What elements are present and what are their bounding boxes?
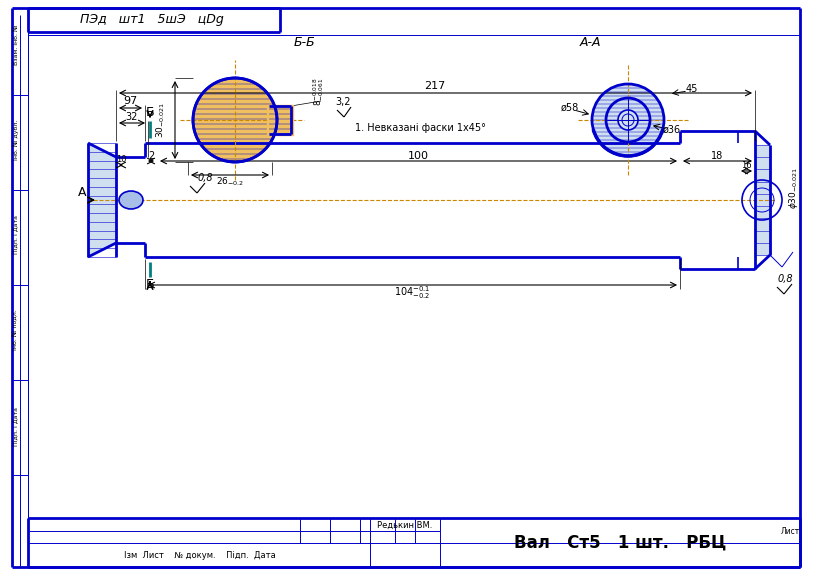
Text: 45: 45 xyxy=(685,84,698,94)
Text: ПЭд   шт1   5шЭ   цDg: ПЭд шт1 5шЭ цDg xyxy=(80,13,224,26)
Polygon shape xyxy=(193,78,277,162)
Text: 2: 2 xyxy=(148,151,154,161)
Polygon shape xyxy=(269,106,291,134)
Text: Інб. № дубл.: Інб. № дубл. xyxy=(13,120,19,160)
Text: Б-Б: Б-Б xyxy=(294,36,316,48)
Text: Б: Б xyxy=(146,106,154,120)
Text: 30$_{-0.021}$: 30$_{-0.021}$ xyxy=(155,102,167,138)
Text: 18: 18 xyxy=(711,151,723,161)
Text: 32: 32 xyxy=(126,112,139,122)
Text: 10: 10 xyxy=(116,155,126,164)
Text: Інб. № подл.: Інб. № подл. xyxy=(13,309,19,350)
Text: 0,8: 0,8 xyxy=(197,173,213,183)
Text: 104$^{-0.1}_{-0.2}$: 104$^{-0.1}_{-0.2}$ xyxy=(394,285,430,301)
Text: ø36: ø36 xyxy=(663,125,681,135)
Text: Підп. і Дата: Підп. і Дата xyxy=(14,408,19,447)
Polygon shape xyxy=(592,84,664,156)
Ellipse shape xyxy=(119,191,143,209)
Text: 8$^{-0.018}_{-0.061}$: 8$^{-0.018}_{-0.061}$ xyxy=(311,78,327,106)
Text: Редькин ВМ.: Редькин ВМ. xyxy=(377,520,433,530)
Text: 217: 217 xyxy=(425,81,446,91)
Text: 100: 100 xyxy=(408,151,429,161)
Text: 97: 97 xyxy=(123,96,137,106)
Polygon shape xyxy=(755,145,770,255)
Text: А: А xyxy=(77,186,86,198)
Text: 16: 16 xyxy=(741,162,751,171)
Polygon shape xyxy=(88,143,116,257)
Text: Вал   Ст5   1 шт.   РБЦ: Вал Ст5 1 шт. РБЦ xyxy=(513,534,726,552)
Text: 1. Невказані фаски 1x45°: 1. Невказані фаски 1x45° xyxy=(355,123,486,133)
Text: 0,8: 0,8 xyxy=(778,274,793,284)
Text: Підп. і Дата: Підп. і Дата xyxy=(14,216,19,255)
Text: А-А: А-А xyxy=(579,36,601,48)
Text: Б: Б xyxy=(146,278,154,292)
Polygon shape xyxy=(606,98,650,142)
Text: $\phi$30$_{-0.021}$: $\phi$30$_{-0.021}$ xyxy=(786,167,800,209)
Polygon shape xyxy=(267,105,293,135)
Text: 26$_{-0.2}$: 26$_{-0.2}$ xyxy=(216,176,244,188)
Text: ø58: ø58 xyxy=(561,103,579,113)
Text: Ізм  Лист    № докум.    Підп.  Дата: Ізм Лист № докум. Підп. Дата xyxy=(124,550,275,559)
Text: Лист: Лист xyxy=(781,527,800,535)
Text: Взам. інб. №: Взам. інб. № xyxy=(14,25,19,65)
Text: 3,2: 3,2 xyxy=(335,97,350,107)
